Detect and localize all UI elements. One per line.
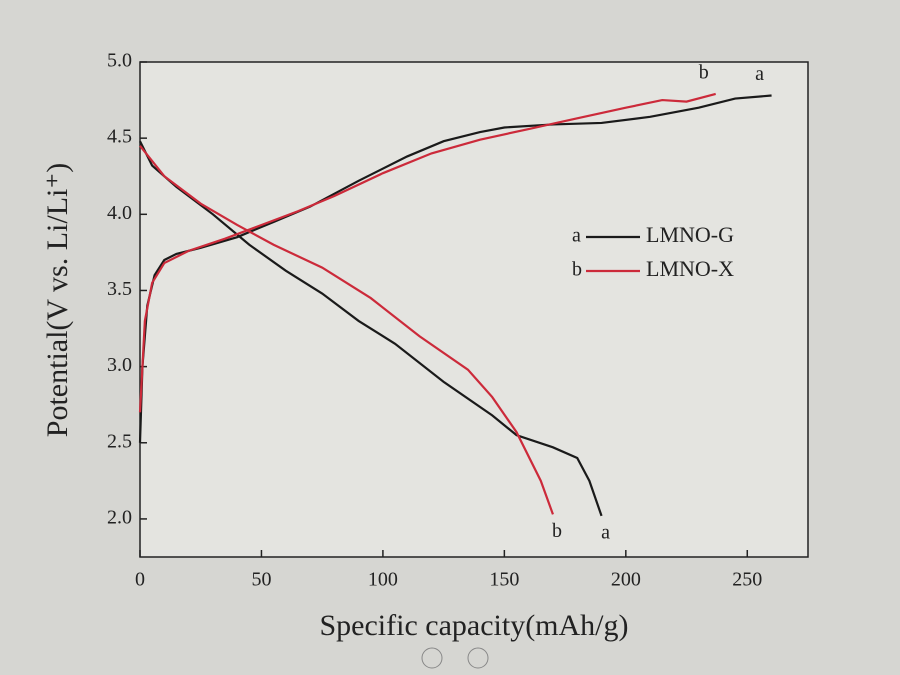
- x-axis-label: Specific capacity(mAh/g): [319, 609, 628, 642]
- x-tick-label: 100: [368, 569, 398, 591]
- legend-label: LMNO-X: [646, 256, 734, 281]
- y-tick-label: 5.0: [107, 50, 132, 72]
- plot-area: [139, 61, 809, 558]
- legend-label: LMNO-G: [646, 222, 734, 247]
- x-tick-label: 0: [135, 569, 145, 591]
- y-tick-label: 2.0: [107, 507, 132, 529]
- y-tick-label: 4.5: [107, 126, 132, 148]
- y-tick-label: 3.5: [107, 278, 132, 300]
- y-tick-label: 4.0: [107, 202, 132, 224]
- x-tick-label: 250: [732, 569, 762, 591]
- curve-label: b: [552, 520, 562, 542]
- curve-label: a: [601, 521, 610, 543]
- x-tick-label: 150: [489, 569, 519, 591]
- y-tick-label: 3.0: [107, 354, 132, 376]
- next-button[interactable]: [467, 647, 489, 669]
- discharge-curve: [139, 140, 603, 517]
- discharge-curve: [139, 145, 554, 515]
- legend-letter: a: [572, 225, 581, 247]
- legend-letter: b: [572, 259, 582, 281]
- curve-label: a: [755, 63, 764, 85]
- y-tick-label: 2.5: [107, 430, 132, 452]
- y-axis-label: Potential(V vs. Li/Li⁺): [41, 163, 74, 437]
- x-tick-label: 50: [251, 569, 271, 591]
- x-tick-label: 200: [611, 569, 641, 591]
- prev-button[interactable]: [421, 647, 443, 669]
- toolbar: [421, 647, 489, 669]
- charge-curve: [138, 92, 716, 413]
- curve-label: b: [699, 62, 709, 84]
- charge-curve: [138, 94, 772, 443]
